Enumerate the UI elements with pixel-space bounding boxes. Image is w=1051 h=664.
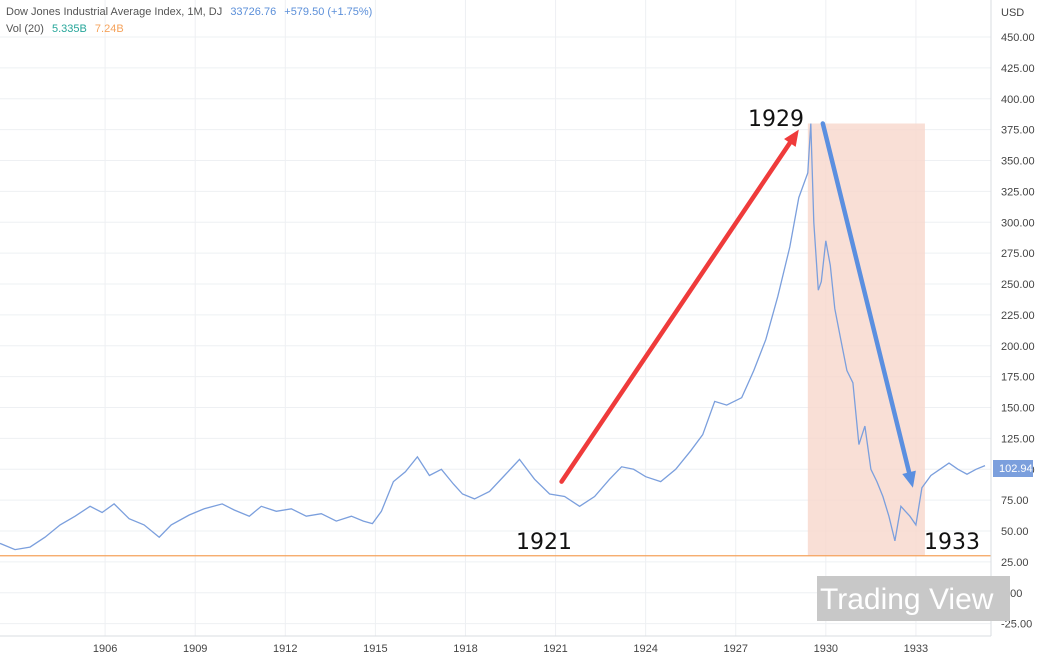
current-price-label: 102.94 <box>999 463 1033 475</box>
y-tick-label: 250.00 <box>1001 279 1035 291</box>
annotation-1929: 1929 <box>748 107 804 132</box>
rise-arrow-head <box>784 129 799 147</box>
y-tick-label: 400.00 <box>1001 94 1035 106</box>
y-tick-label: 175.00 <box>1001 372 1035 384</box>
y-tick-label: 350.00 <box>1001 156 1035 168</box>
y-tick-label: 300.00 <box>1001 217 1035 229</box>
x-tick-label: 1924 <box>633 643 657 655</box>
y-tick-label: 50.00 <box>1001 526 1029 538</box>
price-change: +579.50 (+1.75%) <box>284 6 373 18</box>
last-price: 33726.76 <box>230 6 277 18</box>
y-tick-label: 450.00 <box>1001 32 1035 44</box>
y-tick-label: -25.00 <box>1001 619 1032 631</box>
symbol-title[interactable]: Dow Jones Industrial Average Index, 1M, … <box>6 6 223 18</box>
y-tick-label: 125.00 <box>1001 433 1035 445</box>
trend-arrows <box>559 121 916 488</box>
crash-arrow-shaft <box>820 121 912 475</box>
crash-shaded-region <box>807 123 925 556</box>
chart-header: Dow Jones Industrial Average Index, 1M, … <box>6 6 377 18</box>
currency-label: USD <box>1001 7 1024 19</box>
y-tick-label: 425.00 <box>1001 63 1035 75</box>
volume-header: Vol (20) 5.335B 7.24B <box>6 23 129 35</box>
volume-value-1: 5.335B <box>51 23 87 35</box>
y-tick-label: 25.00 <box>1001 557 1029 569</box>
price-axis[interactable]: -25.000.0025.0050.0075.00100.00125.00150… <box>1001 32 1035 631</box>
watermark: Trading View <box>817 576 1010 621</box>
y-tick-label: 200.00 <box>1001 341 1035 353</box>
y-tick-label: 325.00 <box>1001 186 1035 198</box>
annotation-1921: 1921 <box>516 530 572 555</box>
y-tick-label: 150.00 <box>1001 403 1035 415</box>
time-axis[interactable]: 1906 1909 1912 1915 1918 1921 1924 1927 1930 1933 <box>93 643 928 655</box>
y-tick-label: 75.00 <box>1001 495 1029 507</box>
dow-jones-price-line <box>0 123 986 551</box>
x-tick-label: 1933 <box>904 643 928 655</box>
crash-arrow-head <box>902 470 916 488</box>
annotation-1933: 1933 <box>924 530 980 555</box>
y-tick-label: 225.00 <box>1001 310 1035 322</box>
y-tick-label: 275.00 <box>1001 248 1035 260</box>
current-price-marker: 102.94 <box>993 460 1033 477</box>
x-tick-label: 1915 <box>363 643 387 655</box>
x-tick-label: 1927 <box>724 643 748 655</box>
x-tick-label: 1921 <box>543 643 567 655</box>
x-tick-label: 1906 <box>93 643 117 655</box>
rise-arrow-shaft <box>559 140 793 484</box>
volume-value-2: 7.24B <box>94 23 124 35</box>
x-tick-label: 1918 <box>453 643 477 655</box>
x-tick-label: 1909 <box>183 643 207 655</box>
volume-indicator-label[interactable]: Vol (20) <box>6 23 44 35</box>
x-tick-label: 1930 <box>814 643 838 655</box>
y-tick-label: 375.00 <box>1001 125 1035 137</box>
x-tick-label: 1912 <box>273 643 297 655</box>
watermark-text: Trading View <box>820 583 994 616</box>
